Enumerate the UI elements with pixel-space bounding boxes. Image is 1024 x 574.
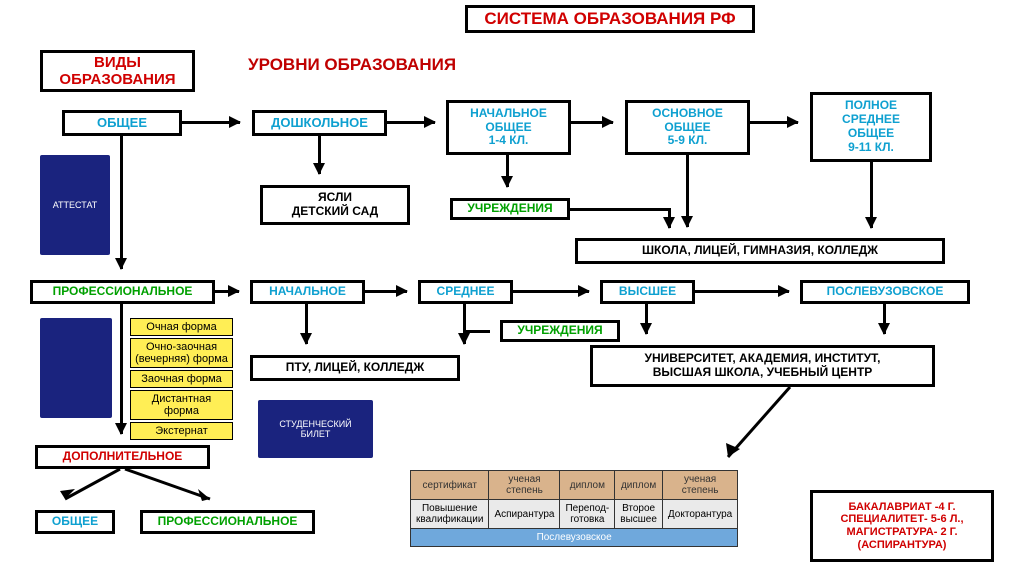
node-institutions2: УЧРЕЖДЕНИЯ: [500, 320, 620, 342]
node-prof: ПРОФЕССИОНАЛЬНОЕ: [30, 280, 215, 304]
node-basic: ОСНОВНОЕ ОБЩЕЕ 5-9 КЛ.: [625, 100, 750, 155]
arrow: [695, 290, 789, 293]
node-primary: НАЧАЛЬНОЕ ОБЩЕЕ 1-4 КЛ.: [446, 100, 571, 155]
title-levels: УРОВНИ ОБРАЗОВАНИЯ: [248, 55, 456, 75]
node-addl-prof: ПРОФЕССИОНАЛЬНОЕ: [140, 510, 315, 534]
diploma-icon: [40, 318, 112, 418]
node-ptu: ПТУ, ЛИЦЕЙ, КОЛЛЕДЖ: [250, 355, 460, 381]
split-arrow: [30, 469, 230, 509]
student-card-icon: СТУДЕНЧЕСКИЙ БИЛЕТ: [258, 400, 373, 458]
title-types: ВИДЫ ОБРАЗОВАНИЯ: [40, 50, 195, 92]
arrow: [883, 304, 886, 334]
arrow: [668, 208, 671, 228]
node-additional: ДОПОЛНИТЕЛЬНОЕ: [35, 445, 210, 469]
arrow: [305, 304, 308, 344]
arrow: [387, 121, 435, 124]
arrow: [686, 155, 689, 227]
connector: [463, 330, 490, 333]
node-initial: НАЧАЛЬНОЕ: [250, 280, 365, 304]
form-item: Экстернат: [130, 422, 233, 440]
arrow: [120, 304, 123, 434]
postgrad-table: сертификатученая степеньдипломдипломучен…: [410, 470, 738, 547]
arrow: [571, 121, 613, 124]
arrow: [463, 304, 466, 344]
form-item: Очно-заочная (вечерняя) форма: [130, 338, 233, 368]
node-addl-general: ОБЩЕЕ: [35, 510, 115, 534]
connector: [570, 208, 670, 211]
form-item: Очная форма: [130, 318, 233, 336]
arrow: [318, 136, 321, 174]
form-item: Заочная форма: [130, 370, 233, 388]
node-degrees: БАКАЛАВРИАТ -4 Г. СПЕЦИАЛИТЕТ- 5-6 Л., М…: [810, 490, 994, 562]
arrow: [750, 121, 798, 124]
node-institutions1: УЧРЕЖДЕНИЯ: [450, 198, 570, 220]
attestat-icon: АТТЕСТАТ: [40, 155, 110, 255]
forms-list: Очная форма Очно-заочная (вечерняя) форм…: [130, 318, 233, 440]
arrow: [215, 290, 239, 293]
node-university: УНИВЕРСИТЕТ, АКАДЕМИЯ, ИНСТИТУТ, ВЫСШАЯ …: [590, 345, 935, 387]
node-middle: СРЕДНЕЕ: [418, 280, 513, 304]
arrow: [182, 121, 240, 124]
arrow: [870, 162, 873, 228]
form-item: Дистантная форма: [130, 390, 233, 420]
arrow: [365, 290, 407, 293]
node-preschool: ДОШКОЛЬНОЕ: [252, 110, 387, 136]
arrow: [506, 155, 509, 187]
node-postgrad: ПОСЛЕВУЗОВСКОЕ: [800, 280, 970, 304]
arrow: [645, 304, 648, 334]
node-secondary: ПОЛНОЕ СРЕДНЕЕ ОБЩЕЕ 9-11 КЛ.: [810, 92, 932, 162]
node-nursery: ЯСЛИ ДЕТСКИЙ САД: [260, 185, 410, 225]
arrow: [120, 136, 123, 269]
arrow: [513, 290, 589, 293]
node-higher: ВЫСШЕЕ: [600, 280, 695, 304]
node-general: ОБЩЕЕ: [62, 110, 182, 136]
title-main: СИСТЕМА ОБРАЗОВАНИЯ РФ: [465, 5, 755, 33]
node-schools: ШКОЛА, ЛИЦЕЙ, ГИМНАЗИЯ, КОЛЛЕДЖ: [575, 238, 945, 264]
diag-arrow: [720, 387, 800, 467]
